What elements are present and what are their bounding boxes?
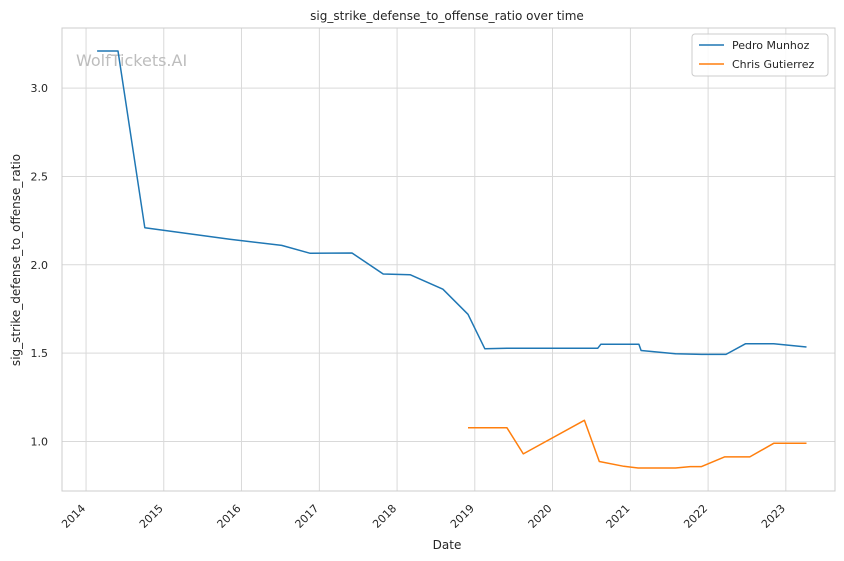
series-line-0 bbox=[97, 50, 807, 356]
y-tick-label: 1.0 bbox=[31, 436, 49, 449]
plot-frame bbox=[61, 27, 836, 492]
y-tick-label: 2.5 bbox=[31, 170, 49, 183]
watermark-text: WolfTickets.AI bbox=[76, 51, 187, 70]
legend-label: Pedro Munhoz bbox=[732, 39, 810, 52]
legend: Pedro Munhoz Chris Gutierrez bbox=[691, 33, 829, 77]
chart-title: sig_strike_defense_to_offense_ratio over… bbox=[310, 9, 584, 23]
x-axis-label: Date bbox=[433, 538, 462, 552]
y-tick-label: 2.0 bbox=[31, 259, 49, 272]
legend-label: Chris Gutierrez bbox=[732, 58, 814, 71]
series-lines bbox=[97, 50, 807, 469]
y-axis-label: sig_strike_defense_to_offense_ratio bbox=[9, 154, 23, 366]
plot-area bbox=[62, 28, 835, 491]
y-tick-label: 3.0 bbox=[31, 82, 49, 95]
series-line-1 bbox=[468, 419, 807, 469]
legend-box bbox=[691, 33, 829, 77]
gridlines bbox=[62, 28, 835, 491]
y-tick-label: 1.5 bbox=[31, 347, 49, 360]
